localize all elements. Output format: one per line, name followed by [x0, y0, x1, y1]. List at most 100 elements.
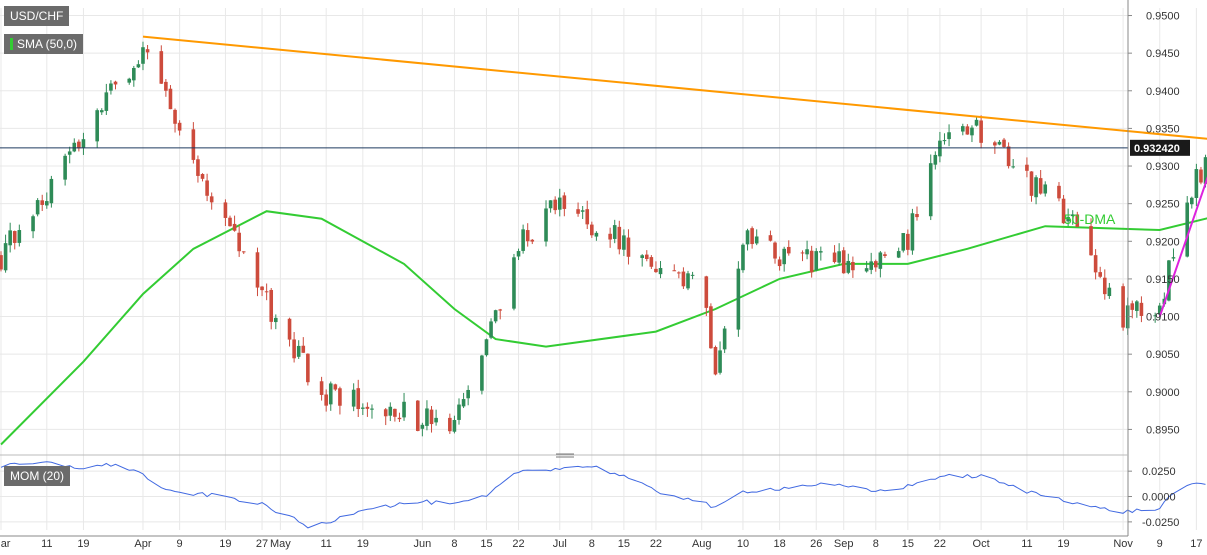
y-tick-label: 0.9050 [1146, 349, 1180, 361]
candle-body [512, 257, 516, 309]
x-tick-label: Apr [134, 538, 151, 550]
candle-body [296, 345, 301, 357]
x-tick-label: 19 [357, 538, 369, 550]
candle-body [873, 261, 878, 268]
candle-body [287, 318, 292, 340]
candle-body [1043, 184, 1048, 194]
y-tick-label: 0.9200 [1146, 236, 1180, 248]
candle-body [269, 289, 274, 322]
candle-body [109, 83, 113, 91]
candle-body [841, 250, 846, 274]
x-tick-label: 27 [256, 538, 268, 550]
candle-body [77, 141, 81, 149]
x-tick-label: 19 [219, 538, 231, 550]
sma-legend-swatch [10, 38, 13, 50]
candle-body [223, 202, 228, 218]
candle-body [896, 251, 901, 258]
candle-body [461, 399, 466, 407]
y-tick-label: 0.9400 [1146, 86, 1180, 98]
momentum-line [0, 461, 1206, 529]
x-tick-label: 22 [512, 538, 524, 550]
x-tick-label: 15 [902, 538, 914, 550]
candle-body [292, 339, 296, 359]
y-tick-label: 0.9000 [1146, 387, 1180, 399]
candle-body [365, 406, 370, 409]
candle-body [1157, 305, 1162, 315]
candle-body [264, 291, 269, 293]
candle-body [260, 286, 264, 291]
candle-body [686, 273, 690, 289]
candle-body [1121, 286, 1125, 328]
mom-y-tick-label: 0.0250 [1142, 466, 1176, 478]
candle-body [970, 127, 974, 136]
candle-body [370, 408, 374, 410]
candle-body [1038, 178, 1043, 194]
candle-body [489, 321, 493, 338]
x-tick-label: 17 [1190, 538, 1202, 550]
x-tick-label: Mar [0, 538, 11, 550]
x-tick-label: 11 [320, 538, 331, 550]
candle-body [933, 154, 938, 165]
candle-body [127, 78, 132, 83]
x-tick-label: 8 [589, 538, 595, 550]
candle-body [1171, 257, 1176, 259]
candle-body [521, 229, 525, 251]
y-tick-label: 0.9300 [1146, 161, 1180, 173]
candle-body [530, 239, 535, 242]
candle-body [942, 140, 947, 142]
candle-body [704, 276, 709, 308]
candle-body [498, 309, 503, 311]
candle-body [832, 252, 837, 263]
candle-body [113, 81, 118, 85]
candle-body [1167, 260, 1171, 301]
candle-body [819, 251, 823, 253]
x-tick-label: 22 [934, 538, 946, 550]
candle-body [681, 271, 686, 287]
x-tick-label: 19 [77, 538, 89, 550]
candle-body [40, 200, 45, 205]
candle-body [750, 228, 754, 245]
candle-body [544, 208, 548, 242]
symbol-label: USD/CHF [4, 6, 70, 26]
candle-body [1011, 166, 1015, 168]
candle-body [1002, 139, 1006, 147]
candle-body [1130, 303, 1135, 310]
x-tick-label: 8 [873, 538, 879, 550]
candle-body [997, 141, 1002, 145]
candle-body [136, 64, 141, 68]
sma-legend: SMA (50,0) [4, 34, 84, 54]
candle-body [773, 242, 777, 259]
resistance-trendline [142, 35, 1207, 140]
candle-body [709, 306, 713, 349]
x-tick-label: Aug [692, 538, 712, 550]
x-tick-label: 19 [1057, 538, 1069, 550]
candle-body [1107, 287, 1112, 297]
candle-body [274, 317, 278, 323]
candle-body [457, 404, 461, 420]
candle-body [228, 217, 232, 227]
x-tick-label: Jul [553, 538, 567, 550]
candle-body [837, 251, 841, 263]
candle-body [585, 209, 590, 225]
y-tick-label: 0.9350 [1146, 123, 1180, 135]
candle-body [1089, 226, 1093, 256]
x-tick-label: May [270, 538, 291, 550]
candle-body [617, 226, 622, 250]
x-tick-label: Oct [973, 538, 990, 550]
candle-body [324, 394, 328, 406]
candle-body [402, 401, 406, 418]
candle-body [196, 159, 200, 176]
candle-body [722, 328, 727, 350]
candle-body [356, 388, 361, 410]
candle-body [8, 230, 12, 246]
candle-body [654, 268, 658, 273]
candle-body [768, 235, 773, 241]
candle-body [255, 252, 260, 288]
candle-body [1025, 164, 1029, 171]
candle-body [35, 200, 40, 215]
candle-body [351, 389, 356, 407]
candle-body [906, 233, 910, 250]
candle-body [159, 51, 164, 84]
candle-body [1066, 216, 1070, 222]
candle-body [580, 210, 585, 212]
